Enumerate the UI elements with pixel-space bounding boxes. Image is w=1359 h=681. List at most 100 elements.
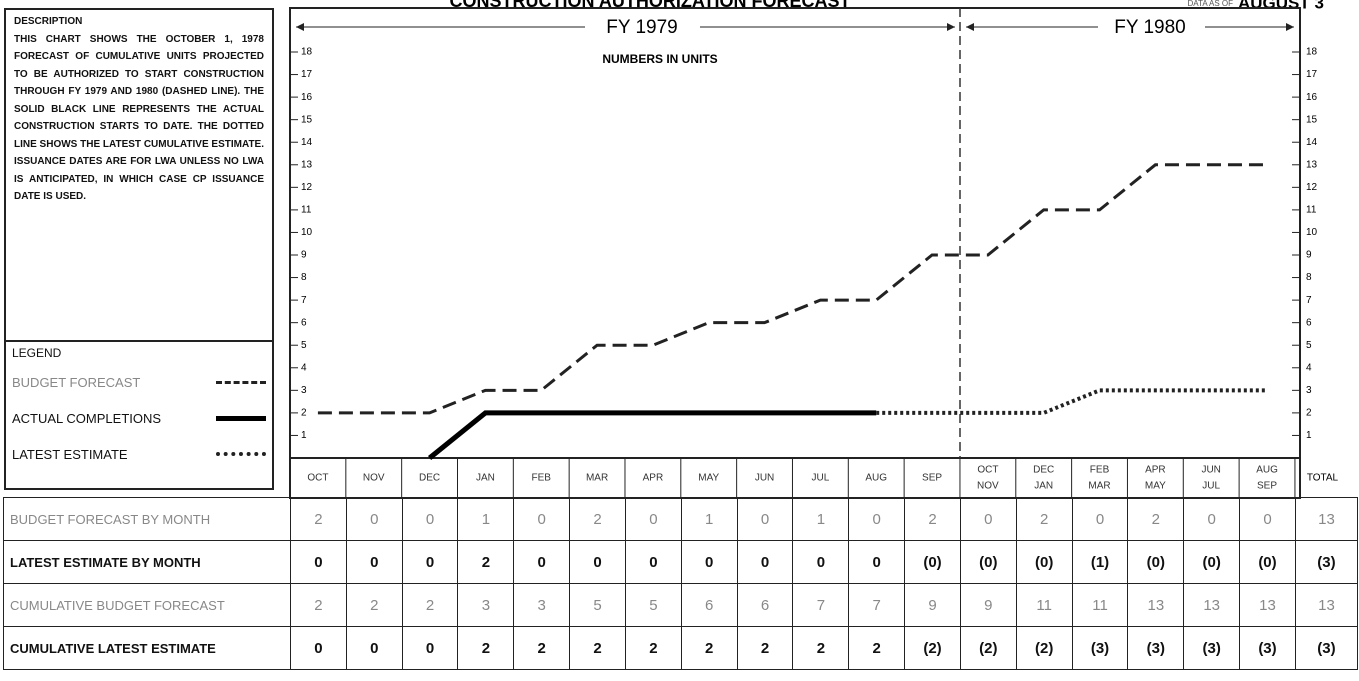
table-cell: 0 [624, 540, 682, 584]
table-cell: 2 [904, 497, 961, 541]
y-tick-label: 3 [301, 385, 307, 396]
table-cell: (1) [1071, 540, 1129, 584]
table-cell: 1 [792, 497, 850, 541]
table-cell: 11 [1071, 583, 1129, 627]
table-cell: (2) [959, 626, 1017, 670]
y-tick-label: 13 [301, 159, 313, 170]
y2-tick-label: 15 [1306, 114, 1318, 125]
table-cell: 0 [569, 540, 626, 584]
table-cell: 0 [513, 540, 571, 584]
description-text: THIS CHART SHOWS THE OCTOBER 1, 1978 FOR… [14, 33, 264, 203]
table-cell: 0 [736, 540, 794, 584]
x-tick-label: NOV [977, 481, 999, 492]
table-cell: 0 [959, 497, 1017, 541]
y2-tick-label: 10 [1306, 227, 1318, 238]
data-table: BUDGET FORECAST BY MONTH 2 0 0 1 0 2 0 1 0 1 0 2 0 2 0 2… [3, 497, 1359, 670]
table-cell: 13 [1183, 583, 1241, 627]
table-cell: (0) [1239, 540, 1296, 584]
y-tick-label: 7 [301, 295, 307, 306]
table-cell: 1 [457, 497, 515, 541]
y-tick-label: 9 [301, 250, 307, 261]
table-cell: 6 [680, 583, 738, 627]
y2-tick-label: 11 [1306, 205, 1317, 216]
x-tick-label: SEP [922, 473, 942, 484]
table-cell: 0 [345, 497, 403, 541]
x-tick-label: JUL [1202, 481, 1220, 492]
table-cell: 0 [680, 540, 738, 584]
table-cell: 0 [1071, 497, 1129, 541]
table-cell: 2 [624, 626, 682, 670]
series-line [876, 388, 1268, 415]
legend-label: LATEST ESTIMATE [12, 446, 128, 462]
table-cell: 0 [1183, 497, 1241, 541]
y-tick-label: 12 [301, 182, 313, 193]
series-line [317, 163, 1268, 415]
x-tick-label: OCT [307, 473, 328, 484]
table-cell: 0 [345, 626, 403, 670]
table-cell: 0 [792, 540, 850, 584]
y2-tick-label: 3 [1306, 385, 1312, 396]
table-cell: 2 [569, 626, 626, 670]
table-cell: 2 [680, 626, 738, 670]
row-label: CUMULATIVE LATEST ESTIMATE [3, 626, 291, 670]
period-label: FY 1979 [606, 17, 677, 38]
x-tick-label: MAY [698, 473, 719, 484]
period-label: FY 1980 [1114, 17, 1185, 38]
chart-subtitle: NUMBERS IN UNITS [602, 52, 717, 66]
table-cell: (3) [1127, 626, 1185, 670]
series-line [428, 410, 877, 460]
y-tick-label: 16 [301, 92, 313, 103]
table-cell: 7 [792, 583, 850, 627]
table-cell: (2) [1015, 626, 1073, 670]
table-cell: 2 [345, 583, 403, 627]
legend-item: LATEST ESTIMATE [12, 436, 266, 472]
y2-tick-label: 1 [1306, 430, 1312, 441]
y2-tick-label: 5 [1306, 340, 1312, 351]
table-row: LATEST ESTIMATE BY MONTH 0 0 0 2 0 0 0 0 0 0 0 (0) (0… [3, 540, 1359, 584]
table-cell: 2 [290, 497, 347, 541]
x-tick-label: OCT [977, 465, 998, 476]
table-cell: 13 [1239, 583, 1296, 627]
table-cell: 0 [290, 626, 347, 670]
table-cell: 2 [792, 626, 850, 670]
table-cell: (3) [1071, 626, 1129, 670]
chart-frame [289, 7, 1301, 499]
table-row: BUDGET FORECAST BY MONTH 2 0 0 1 0 2 0 1 0 1 0 2 0 2 0 2… [3, 497, 1359, 541]
table-cell: 2 [513, 626, 571, 670]
x-tick-label: JAN [1034, 481, 1053, 492]
x-tick-label: MAR [586, 473, 608, 484]
legend-title: LEGEND [12, 346, 62, 360]
y-tick-label: 14 [301, 137, 313, 148]
table-cell: 0 [848, 540, 906, 584]
table-row: CUMULATIVE BUDGET FORECAST 2 2 2 3 3 5 5 6 6 7 7 9 9 1… [3, 583, 1359, 627]
table-cell: 0 [624, 497, 682, 541]
table-cell: 13 [1294, 497, 1359, 541]
y-tick-label: 15 [301, 114, 313, 125]
table-cell: 9 [904, 583, 961, 627]
table-cell: 2 [290, 583, 347, 627]
table-cell: 2 [457, 626, 515, 670]
y2-tick-label: 12 [1306, 182, 1318, 193]
y2-tick-label: 6 [1306, 317, 1312, 328]
legend-item: BUDGET FORECAST [12, 364, 266, 400]
y2-tick-label: 16 [1306, 92, 1318, 103]
y-tick-label: 4 [301, 362, 307, 373]
x-tick-label: FEB [532, 473, 552, 484]
table-cell: 13 [1127, 583, 1185, 627]
row-label: LATEST ESTIMATE BY MONTH [3, 540, 291, 584]
x-tick-label: AUG [865, 473, 887, 484]
y-tick-label: 10 [301, 227, 313, 238]
table-cell: 2 [1015, 497, 1073, 541]
y-tick-label: 2 [301, 408, 307, 419]
table-cell: 2 [848, 626, 906, 670]
table-cell: 7 [848, 583, 906, 627]
table-cell: 11 [1015, 583, 1073, 627]
table-cell: 0 [736, 497, 794, 541]
table-cell: 3 [457, 583, 515, 627]
table-cell: 0 [401, 626, 459, 670]
y2-tick-label: 9 [1306, 250, 1312, 261]
legend-swatch [216, 380, 266, 384]
table-cell: 0 [401, 497, 459, 541]
